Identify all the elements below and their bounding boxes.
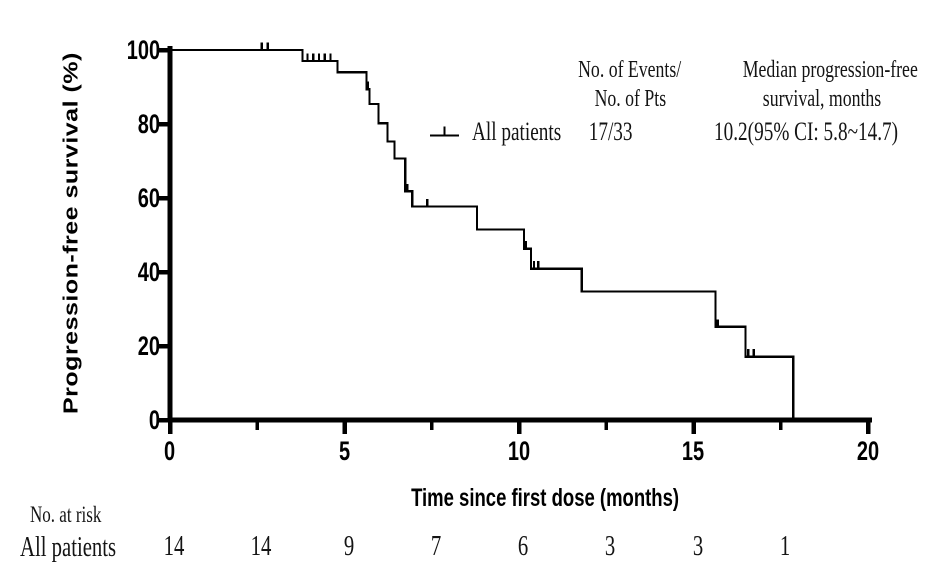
- x-tick-label-15: 15: [682, 436, 705, 466]
- at-risk-value-t17.5: 1: [779, 531, 790, 562]
- at-risk-title: No. at risk: [30, 502, 102, 527]
- at-risk-value-t15: 3: [692, 531, 703, 562]
- y-tick-label-100: 100: [126, 34, 160, 65]
- y-tick-label-0: 0: [148, 404, 160, 435]
- y-axis-title: Progression-free survival (%): [60, 52, 83, 414]
- x-tick-label-0: 0: [164, 436, 176, 466]
- y-tick-label-60: 60: [137, 182, 160, 213]
- km-curve-all-patients: [170, 48, 795, 420]
- y-tick-label-20: 20: [137, 330, 160, 361]
- at-risk-value-t7.5: 7: [430, 531, 441, 562]
- at-risk-value-t12.5: 3: [605, 531, 616, 562]
- at-risk-value-t10: 6: [517, 531, 529, 562]
- at-risk-value-t0: 14: [163, 531, 185, 562]
- legend-header-median: Median progression-free survival, months: [742, 57, 918, 112]
- legend-median-value: 10.2(95% CI: 5.8~14.7): [714, 117, 899, 146]
- x-tick-label-20: 20: [856, 436, 880, 466]
- at-risk-value-t5: 9: [343, 531, 354, 562]
- legend-events-value: 17/33: [589, 117, 633, 146]
- x-axis-title: Time since first dose (months): [411, 484, 680, 512]
- legend-header-events: No. of Events/ No. of Pts: [578, 57, 682, 112]
- y-tick-label-80: 80: [137, 108, 160, 139]
- at-risk-value-t2.5: 14: [250, 531, 272, 562]
- x-tick-label-10: 10: [507, 436, 531, 466]
- at-risk-row-label: All patients: [20, 532, 117, 563]
- legend-series-label: All patients: [472, 117, 562, 146]
- y-tick-label-40: 40: [137, 256, 160, 287]
- x-tick-label-5: 5: [338, 436, 351, 466]
